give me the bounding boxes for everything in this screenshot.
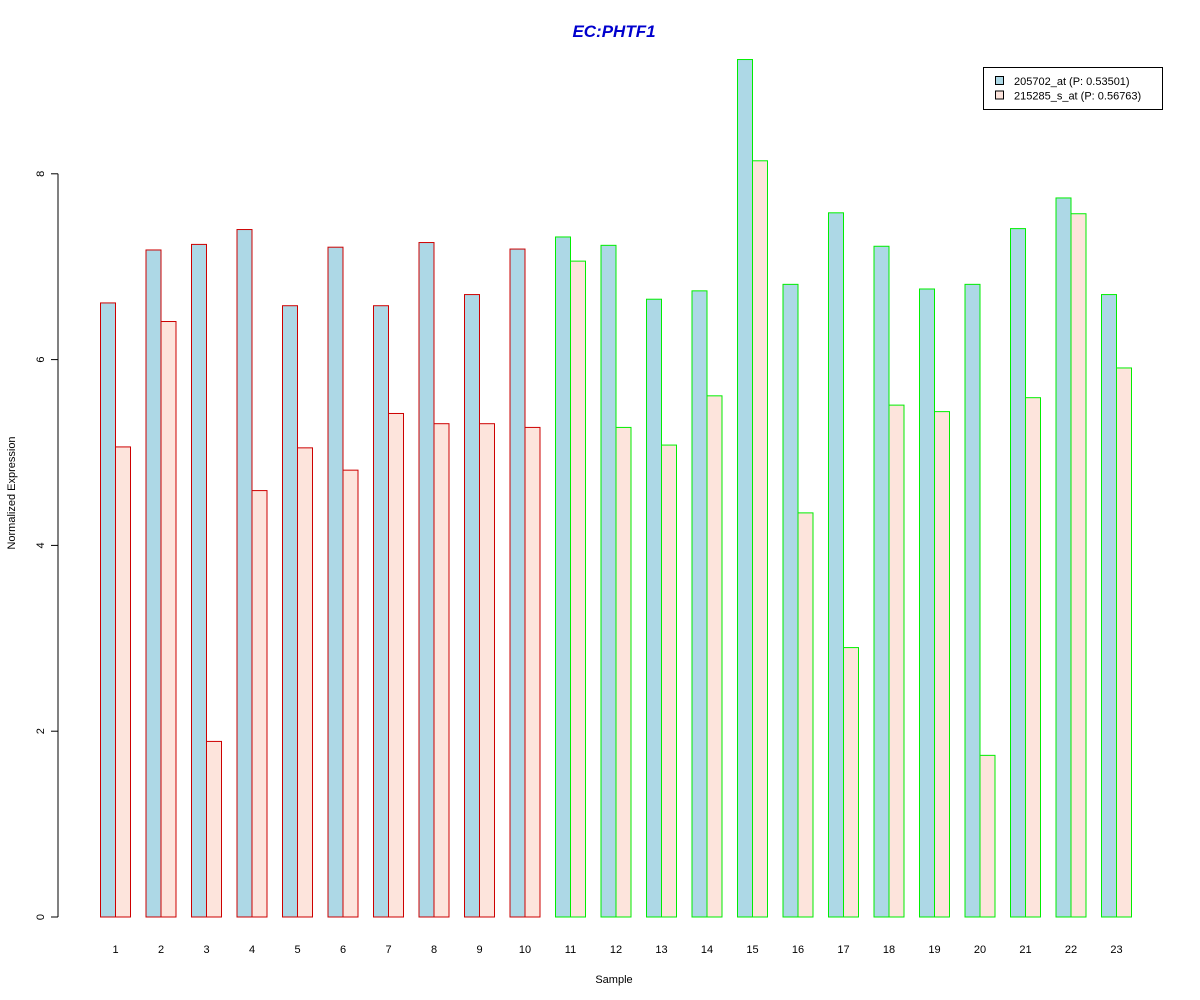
bar-series1-sample-4	[236, 229, 253, 918]
bar-series1-sample-10	[509, 248, 526, 918]
x-tick-label: 13	[655, 944, 667, 956]
x-tick-label: 3	[203, 944, 209, 956]
bar-series2-sample-15	[752, 160, 768, 918]
bar-series1-sample-20	[964, 283, 981, 918]
legend-box	[983, 67, 1163, 110]
bar-series2-sample-4	[251, 490, 268, 918]
bar-series2-sample-14	[706, 395, 723, 918]
bar-series2-sample-18	[888, 404, 905, 918]
x-tick-label: 23	[1110, 944, 1122, 956]
x-tick-label: 10	[519, 944, 531, 956]
bar-series1-sample-17	[828, 212, 844, 918]
bar-series1-sample-2	[145, 249, 162, 918]
chart-title: EC:PHTF1	[572, 22, 655, 41]
y-tick-label: 4	[35, 542, 47, 548]
x-tick-label: 2	[158, 944, 164, 956]
x-tick-label: 16	[792, 944, 804, 956]
bar-series2-sample-12	[615, 426, 632, 918]
x-tick-label: 6	[340, 944, 346, 956]
x-axis-tick-labels: 1 2 3 4 5 6 7 8 9 10 11 12 13 14 15 16 17 18 19 20 21 22 23	[112, 944, 1122, 956]
bar-series2-sample-9	[479, 423, 495, 918]
x-tick-label: 14	[701, 944, 713, 956]
bar-series1-sample-19	[919, 288, 935, 918]
bar-series2-sample-21	[1025, 397, 1041, 918]
x-tick-label: 21	[1019, 944, 1031, 956]
bar-series1-sample-8	[418, 242, 435, 918]
bar-series2-sample-2	[160, 321, 177, 918]
legend-entry-label: 215285_s_at (P: 0.56763)	[1014, 91, 1141, 103]
x-tick-label: 8	[431, 944, 437, 956]
bar-series2-sample-23	[1116, 367, 1132, 918]
x-tick-label: 11	[565, 944, 576, 956]
x-tick-label: 9	[476, 944, 482, 956]
bar-series2-sample-10	[524, 426, 541, 918]
x-tick-label: 19	[928, 944, 940, 956]
y-tick-label: 2	[35, 728, 47, 734]
bar-series2-sample-13	[661, 444, 677, 918]
bar-series1-sample-11	[555, 236, 571, 918]
bar-series2-sample-6	[342, 469, 359, 918]
x-tick-label: 18	[883, 944, 895, 956]
bar-series2-sample-22	[1070, 213, 1087, 918]
bar-series2-sample-16	[797, 512, 814, 918]
y-axis: 0 2 4 6 8	[35, 171, 59, 920]
bar-series1-sample-16	[782, 283, 799, 918]
bar-series1-sample-7	[373, 305, 389, 918]
x-tick-label: 7	[385, 944, 391, 956]
x-tick-label: 20	[974, 944, 986, 956]
legend: 205702_at (P: 0.53501) 215285_s_at (P: 0.…	[983, 67, 1163, 110]
bar-series2-sample-7	[388, 412, 404, 918]
bar-series1-sample-12	[600, 244, 617, 918]
x-tick-label: 5	[294, 944, 300, 956]
bar-series1-sample-14	[691, 290, 708, 918]
bar-series2-sample-17	[843, 647, 859, 918]
bar-series1-sample-22	[1055, 197, 1072, 918]
x-tick-label: 4	[249, 944, 255, 956]
bar-series2-sample-1	[115, 446, 131, 918]
x-tick-label: 22	[1065, 944, 1077, 956]
legend-swatch	[995, 90, 1004, 100]
bar-series1-sample-21	[1010, 228, 1026, 918]
x-tick-label: 12	[610, 944, 622, 956]
bar-series1-sample-13	[646, 298, 662, 918]
bar-series2-sample-11	[570, 260, 586, 918]
bar-series2-sample-3	[206, 740, 222, 918]
bar-series2-sample-20	[979, 754, 996, 918]
bar-series1-sample-23	[1101, 294, 1117, 918]
bar-series1-sample-9	[464, 294, 480, 918]
bar-series1-sample-18	[873, 245, 890, 918]
x-tick-label: 15	[746, 944, 758, 956]
y-axis-label: Normalized Expression	[6, 436, 18, 549]
x-tick-label: 1	[112, 944, 118, 956]
bar-series1-sample-6	[327, 246, 344, 918]
bar-series1-sample-1	[100, 302, 116, 918]
legend-entry-label: 205702_at (P: 0.53501)	[1014, 76, 1130, 88]
y-tick-label: 6	[35, 357, 47, 363]
bar-series1-sample-15	[737, 59, 753, 918]
bar-series1-sample-5	[282, 305, 298, 918]
bar-series-group	[100, 59, 1132, 918]
x-tick-label: 17	[837, 944, 849, 956]
y-tick-label: 8	[35, 171, 47, 177]
bar-series2-sample-19	[934, 411, 950, 918]
bar-series2-sample-5	[297, 447, 313, 918]
bar-series2-sample-8	[433, 423, 450, 918]
legend-swatch	[995, 76, 1004, 85]
x-axis-label: Sample	[595, 974, 632, 986]
y-tick-label: 0	[35, 914, 47, 920]
bar-series1-sample-3	[191, 243, 207, 918]
